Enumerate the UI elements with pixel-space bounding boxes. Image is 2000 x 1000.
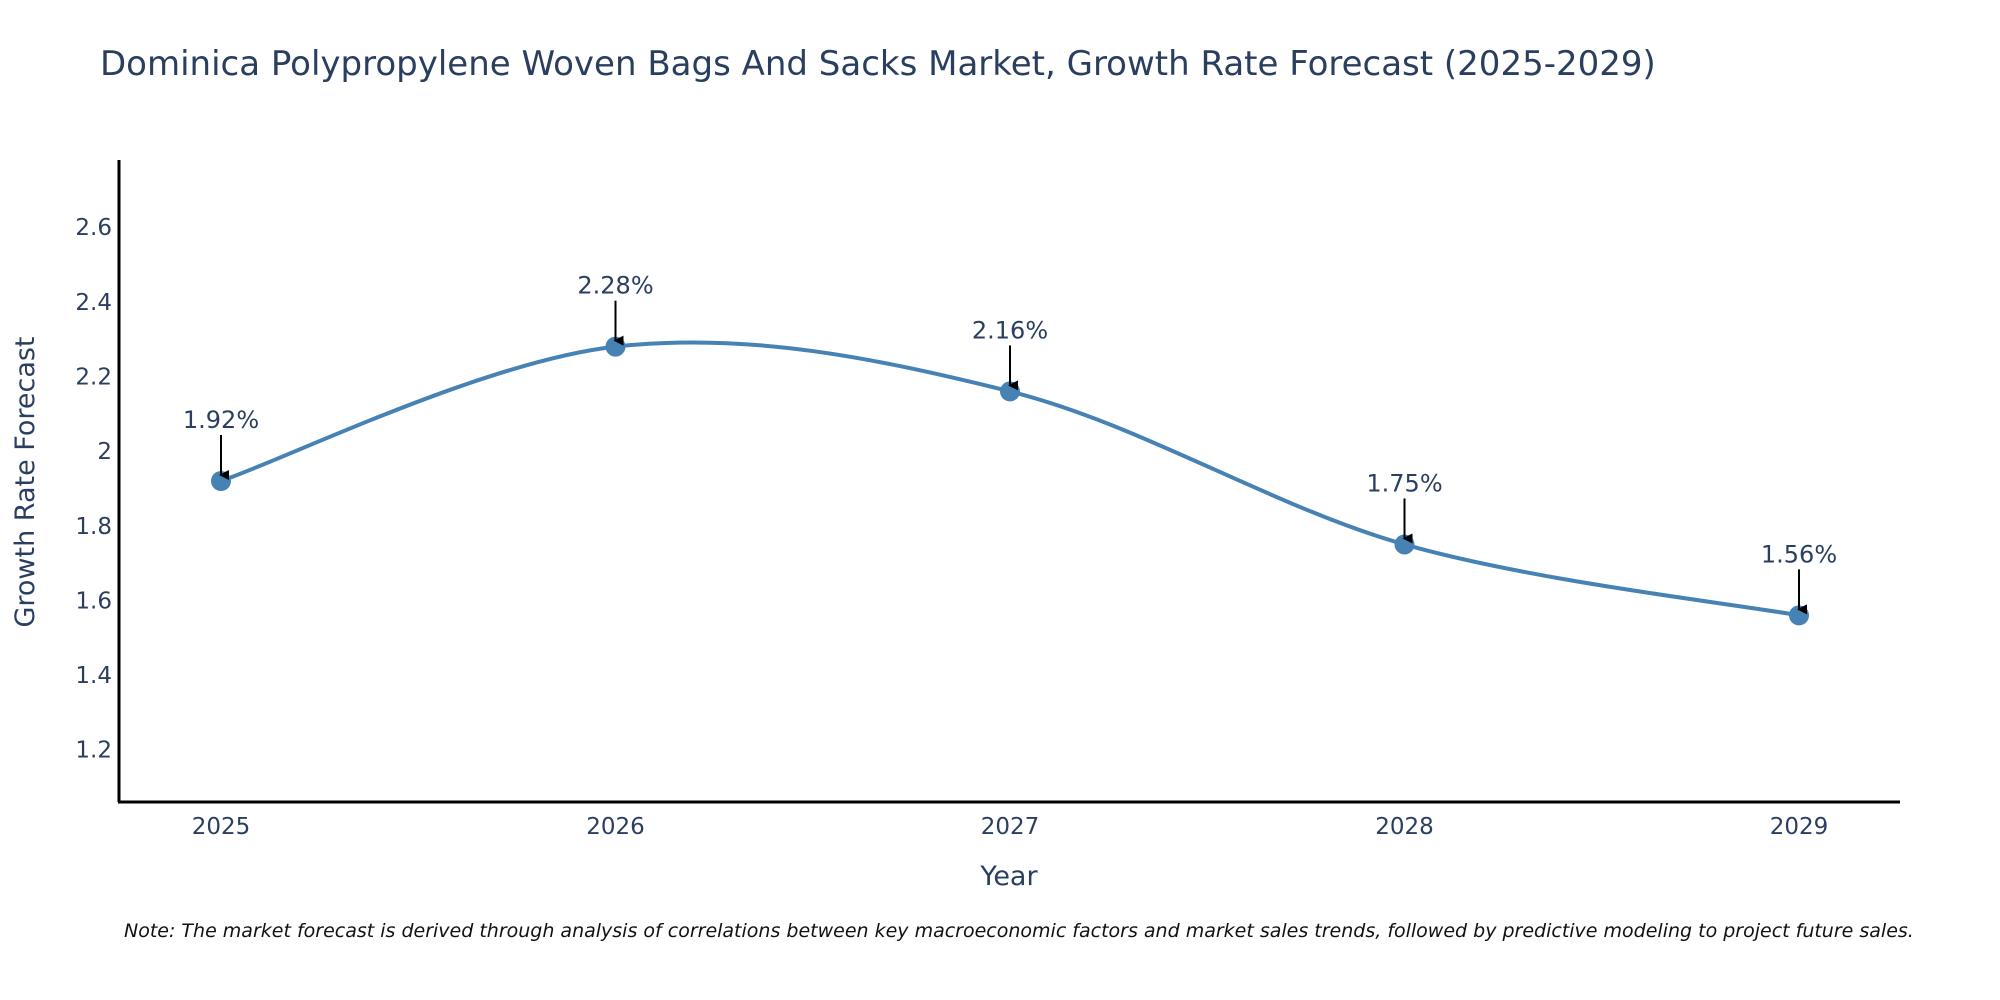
y-tick-label: 2.4 <box>75 290 112 316</box>
chart-note: Note: The market forecast is derived thr… <box>124 920 1914 942</box>
y-tick-label: 1.2 <box>75 738 112 764</box>
y-axis-title: Growth Rate Forecast <box>10 336 41 627</box>
y-tick-label: 2 <box>97 439 112 465</box>
y-tick-label: 1.8 <box>75 514 112 540</box>
data-label: 1.92% <box>183 406 259 434</box>
data-label: 2.28% <box>577 272 653 300</box>
data-label: 1.56% <box>1761 540 1837 568</box>
x-tick-label: 2025 <box>192 814 251 840</box>
x-tick-label: 2028 <box>1375 814 1434 840</box>
x-axis-title: Year <box>979 861 1038 892</box>
y-tick-label: 1.6 <box>75 588 112 614</box>
y-tick-label: 2.6 <box>75 215 112 241</box>
y-tick-label: 1.4 <box>75 663 112 689</box>
x-tick-label: 2029 <box>1770 814 1829 840</box>
data-label: 1.75% <box>1366 469 1442 497</box>
chart-title: Dominica Polypropylene Woven Bags And Sa… <box>100 44 1656 84</box>
y-tick-label: 2.2 <box>75 364 112 390</box>
x-tick-label: 2026 <box>586 814 645 840</box>
x-tick-label: 2027 <box>981 814 1040 840</box>
data-label: 2.16% <box>972 316 1048 344</box>
